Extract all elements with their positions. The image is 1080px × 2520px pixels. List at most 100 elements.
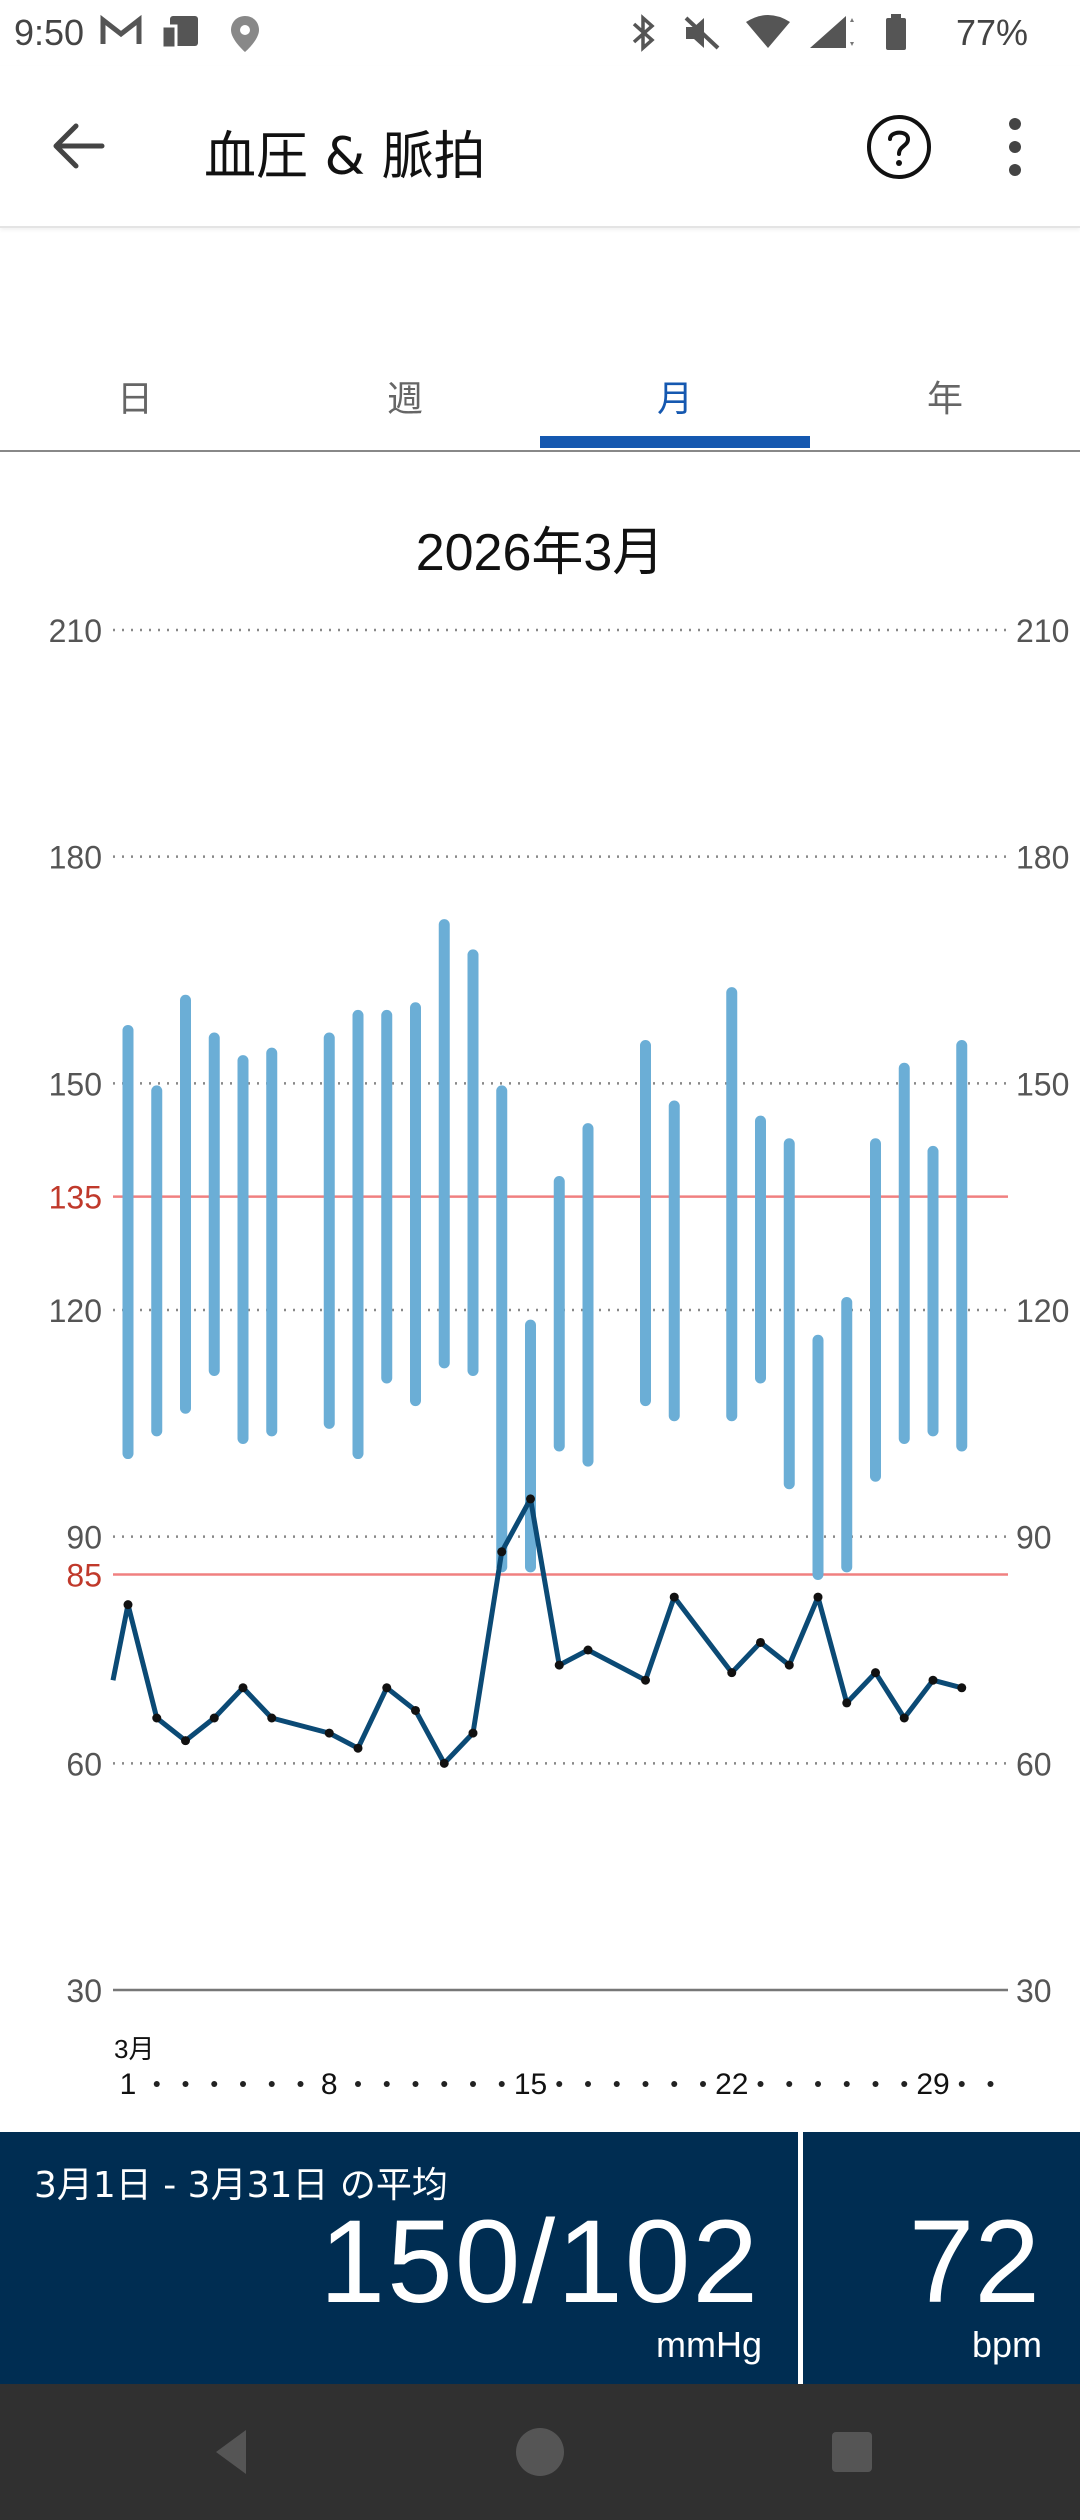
x-tick-label: 15 <box>514 2068 547 2101</box>
summary-bp-unit: mmHg <box>656 2324 762 2365</box>
y-tick-label-right: 60 <box>1016 1746 1052 1782</box>
x-tick-dot <box>815 2081 821 2087</box>
tab-active-indicator <box>540 436 810 448</box>
x-tick-dot <box>441 2081 448 2087</box>
y-tick-label-right: 180 <box>1016 840 1069 876</box>
pulse-point <box>497 1547 507 1557</box>
x-tick-dot <box>671 2081 678 2087</box>
page-title: 血圧 & 脈拍 <box>204 127 486 187</box>
tab-month[interactable]: 月 <box>656 379 693 420</box>
pulse-point <box>468 1728 478 1738</box>
summary-period-label: 3月1日 - 3月31日 の平均 <box>34 2165 448 2206</box>
x-tick-dot <box>556 2081 563 2087</box>
pulse-line <box>110 1496 963 1766</box>
pulse-point <box>152 1713 162 1723</box>
x-tick-dot <box>240 2081 246 2087</box>
pulse-point <box>842 1698 852 1708</box>
pulse-point <box>554 1660 564 1670</box>
y-tick-label-left: 60 <box>66 1746 102 1782</box>
y-tick-label-right: 120 <box>1016 1293 1069 1329</box>
chart-title: 2026年3月 <box>415 524 665 582</box>
pulse-point <box>382 1683 392 1693</box>
device-icon <box>160 16 198 50</box>
pulse-point <box>669 1592 679 1602</box>
tab-week[interactable]: 週 <box>386 379 423 420</box>
x-tick-dot <box>498 2081 505 2087</box>
x-tick-label: 1 <box>120 2068 137 2101</box>
summary-panel: 3月1日 - 3月31日 の平均 150/102 mmHg 72 bpm <box>0 2132 1080 2384</box>
mute-icon <box>684 16 720 50</box>
x-tick-dot <box>786 2081 793 2087</box>
x-tick-dot <box>153 2081 160 2087</box>
x-tick-label: 29 <box>916 2068 949 2101</box>
bluetooth-icon <box>632 14 655 52</box>
summary-divider <box>798 2132 803 2384</box>
x-month-label: 3月 <box>114 2034 154 2064</box>
x-tick-dot <box>700 2081 706 2087</box>
status-bar: 9:50 77% <box>0 0 1080 66</box>
threshold-label: 135 <box>49 1180 102 1216</box>
summary-pulse-unit: bpm <box>971 2324 1042 2365</box>
y-tick-label-left: 180 <box>49 840 102 876</box>
pulse-point <box>526 1494 535 1504</box>
pulse-point <box>583 1645 593 1655</box>
y-tick-label-left: 30 <box>66 1973 102 2009</box>
y-tick-label-right: 30 <box>1016 1973 1052 2009</box>
x-tick-dot <box>585 2081 591 2087</box>
y-tick-label-right: 150 <box>1016 1066 1069 1102</box>
y-tick-label-left: 150 <box>49 1066 102 1102</box>
system-nav-bar <box>0 2384 1080 2520</box>
period-tabs: 日 週 月 年 <box>0 340 1080 452</box>
bp-pulse-chart: 30 30 60 60 90 90 120 120 150 150 180 180 210 210 135 8… <box>49 613 1070 2101</box>
app-bar: 血圧 & 脈拍 <box>0 66 1080 228</box>
wifi-icon <box>746 15 790 48</box>
pulse-point <box>353 1743 363 1753</box>
x-tick-dot <box>901 2081 908 2087</box>
x-tick-dot <box>268 2081 275 2087</box>
x-tick-dot <box>642 2081 649 2087</box>
battery-icon <box>886 14 906 50</box>
x-tick-label: 22 <box>715 2068 748 2101</box>
pulse-point <box>756 1637 765 1647</box>
x-tick-dot <box>613 2081 620 2087</box>
help-circle-icon[interactable] <box>862 110 936 184</box>
x-tick-dot <box>757 2081 764 2087</box>
pulse-point <box>813 1592 823 1602</box>
x-tick-dot <box>383 2081 390 2087</box>
status-time: 9:50 <box>14 12 85 53</box>
x-tick-dot <box>412 2081 419 2087</box>
pulse-point <box>871 1668 880 1678</box>
arrow-left-icon[interactable] <box>40 106 120 186</box>
pulse-point <box>899 1713 909 1723</box>
y-tick-label-left: 120 <box>49 1293 102 1329</box>
x-tick-dot <box>211 2081 218 2087</box>
x-tick-label: 8 <box>321 2068 338 2101</box>
nav-home-icon[interactable] <box>508 2420 572 2484</box>
y-tick-label-left: 210 <box>49 613 102 649</box>
signal-icon <box>810 16 854 48</box>
x-tick-dot <box>355 2081 361 2087</box>
nav-recents-icon[interactable] <box>820 2420 884 2484</box>
location-icon <box>231 16 259 52</box>
pulse-point <box>209 1713 219 1723</box>
x-tick-dot <box>872 2081 879 2087</box>
x-tick-dot <box>470 2081 476 2087</box>
pulse-point <box>267 1713 277 1723</box>
pulse-point <box>238 1683 248 1693</box>
pulse-point <box>928 1675 938 1685</box>
pulse-point <box>784 1660 794 1670</box>
tab-day[interactable]: 日 <box>116 379 153 420</box>
nav-back-icon[interactable] <box>200 2420 264 2484</box>
x-tick-dot <box>843 2081 850 2087</box>
summary-pulse-value: 72 <box>908 2196 1040 2328</box>
pulse-point <box>727 1668 737 1678</box>
x-tick-dot <box>182 2081 189 2087</box>
y-tick-label-left: 90 <box>66 1520 102 1556</box>
pulse-point <box>181 1736 190 1746</box>
tab-year[interactable]: 年 <box>926 379 963 420</box>
battery-percent: 77% <box>955 12 1028 53</box>
gmail-icon <box>100 14 142 44</box>
y-tick-label-right: 90 <box>1016 1520 1052 1556</box>
pulse-point <box>324 1728 334 1738</box>
more-vertical-icon[interactable] <box>990 110 1040 184</box>
